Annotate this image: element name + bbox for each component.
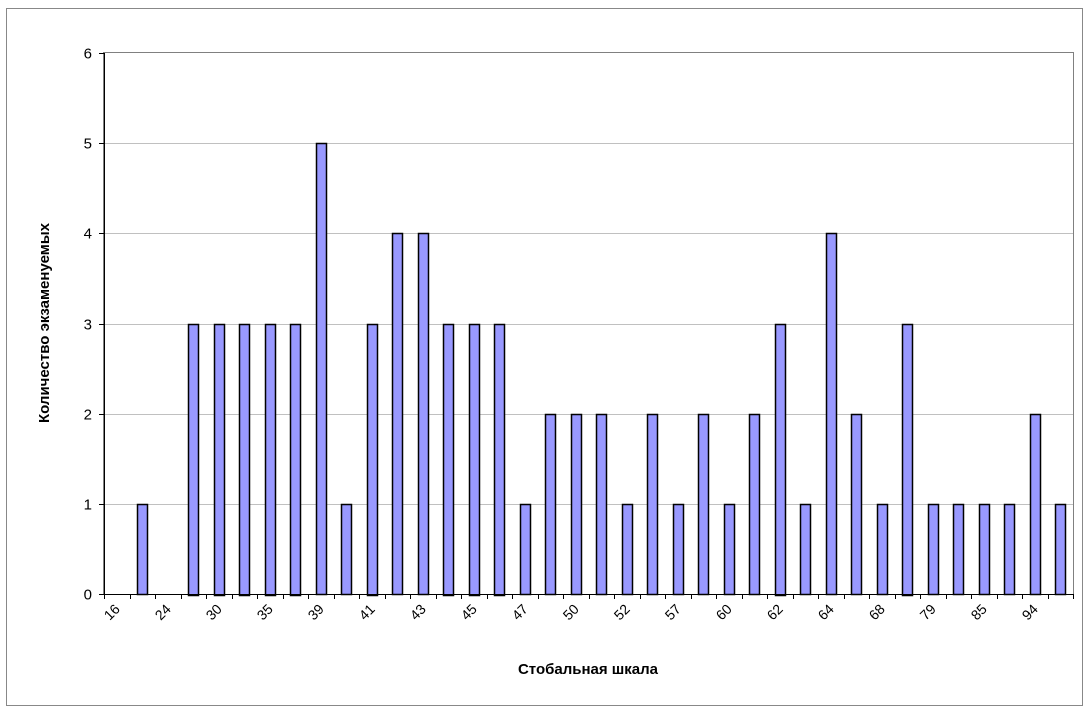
bar-32 [238,323,251,597]
bar-94 [1029,413,1042,596]
y-axis-ticks: 0 1 2 3 4 5 6 [84,46,105,604]
bar-27 [187,323,200,597]
bar-61 [748,413,761,596]
bar-72 [901,323,914,597]
bar-39 [315,142,328,596]
bar-68 [876,503,889,596]
bar-35 [264,323,277,597]
bar-47 [519,503,532,596]
bar-85 [978,503,991,596]
bar-46 [493,323,506,597]
bar-50 [570,413,583,596]
bar-57 [672,503,685,596]
y-tick-label: 2 [84,407,92,424]
bars [136,142,1067,597]
bar-52 [621,503,634,596]
bar-30 [213,323,226,597]
y-tick-label: 6 [84,46,92,63]
bar-42 [391,232,404,596]
y-tick-label: 0 [84,587,92,604]
bar-64 [825,232,838,596]
bar-37 [289,323,302,597]
bar-96 [1054,503,1067,596]
bar-66 [850,413,863,596]
y-tick-label: 3 [84,317,92,334]
bar-20 [136,503,149,596]
bar-90 [1003,503,1016,596]
bar-44 [442,323,455,597]
bar-51 [595,413,608,596]
bar-41 [366,323,379,597]
y-axis-title: Количество экзаменуемых [36,222,53,423]
y-tick-label: 4 [84,226,92,243]
y-tick-label: 1 [84,497,92,514]
bar-63 [799,503,812,596]
bar-82 [952,503,965,596]
y-tick-label: 5 [84,136,92,153]
bar-62 [774,323,787,597]
bar-48 [544,413,557,596]
bar-45 [468,323,481,597]
bar-54 [646,413,659,596]
bar-79 [927,503,940,596]
bar-40 [340,503,353,596]
x-axis-title: Стобальная шкала [518,661,659,678]
bar-58 [697,413,710,596]
bar-60 [723,503,736,596]
bar-43 [417,232,430,596]
